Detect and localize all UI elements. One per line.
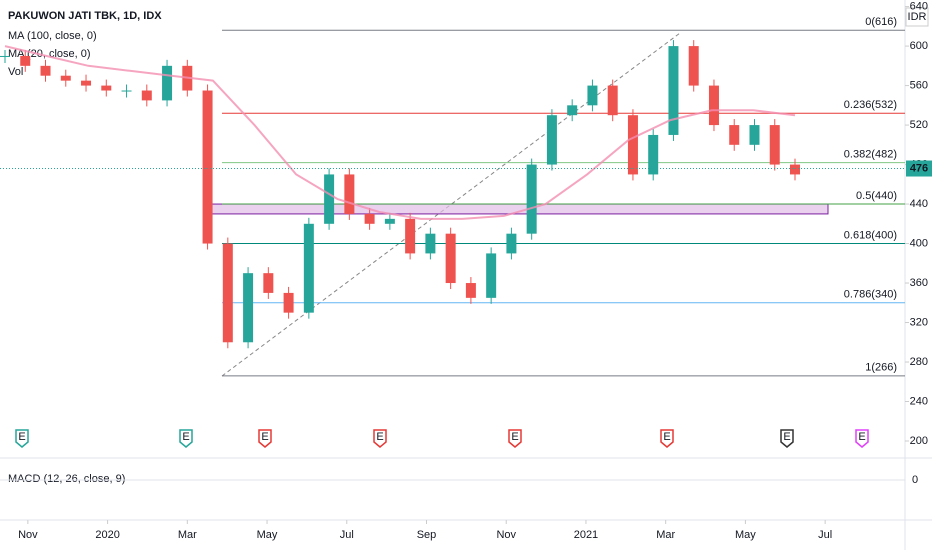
event-label: E <box>858 431 865 443</box>
last-price-label: 476 <box>910 162 928 174</box>
candle <box>0 55 10 57</box>
currency-label[interactable]: IDR <box>908 11 927 23</box>
candle <box>546 115 557 165</box>
event-badge <box>258 429 272 448</box>
candle <box>567 105 578 116</box>
x-tick-label: Jul <box>818 529 832 541</box>
y-tick-label: 240 <box>910 395 928 407</box>
ma-line <box>4 45 796 220</box>
candle <box>81 80 92 86</box>
x-tick-label: Jul <box>340 529 354 541</box>
event-label: E <box>663 431 670 443</box>
candle <box>405 218 416 254</box>
candle <box>384 218 395 224</box>
last-price-box <box>906 160 932 177</box>
candle <box>486 253 497 298</box>
event-badge <box>179 429 193 448</box>
candle <box>283 292 294 313</box>
y-tick-label: 320 <box>910 316 928 328</box>
x-tick-label: Mar <box>178 529 197 541</box>
event-label: E <box>783 431 790 443</box>
candle <box>749 125 760 145</box>
candle <box>141 90 152 101</box>
candle <box>222 243 233 343</box>
x-tick-label: May <box>735 529 756 541</box>
y-tick-label: 560 <box>910 79 928 91</box>
event-badge <box>15 429 29 448</box>
fib-label: 0.786(340) <box>844 289 897 301</box>
candle <box>121 90 132 92</box>
candle <box>101 85 112 91</box>
candle <box>243 273 254 343</box>
event-badge <box>660 429 674 448</box>
candle <box>344 174 355 214</box>
x-tick-label: Nov <box>18 529 38 541</box>
indicator-label: Vol <box>8 66 23 78</box>
event-badge <box>780 429 794 448</box>
trend-line <box>221 32 681 377</box>
fib-label: 0.5(440) <box>856 190 897 202</box>
candle <box>526 164 537 234</box>
candle <box>607 85 618 116</box>
event-label: E <box>511 431 518 443</box>
x-tick-label: Sep <box>417 529 437 541</box>
candle <box>40 65 51 76</box>
event-badge <box>373 429 387 448</box>
currency-box[interactable] <box>905 7 929 27</box>
y-tick-label: 200 <box>910 435 928 447</box>
y-tick-label: 520 <box>910 119 928 131</box>
fib-label: 0(616) <box>865 16 897 28</box>
event-label: E <box>18 431 25 443</box>
candle <box>60 75 71 81</box>
candle <box>20 55 31 66</box>
candle <box>769 125 780 165</box>
y-tick-label: 400 <box>910 237 928 249</box>
x-tick-label: Nov <box>496 529 516 541</box>
event-label: E <box>376 431 383 443</box>
y-tick-label: 280 <box>910 356 928 368</box>
candle <box>506 233 517 254</box>
candle <box>445 233 456 284</box>
event-label: E <box>182 431 189 443</box>
macd-title: MACD (12, 26, close, 9) <box>8 473 125 485</box>
candle <box>263 273 274 293</box>
candle <box>202 90 213 244</box>
candle <box>668 46 679 135</box>
candle <box>587 85 598 106</box>
fib-label: 0.236(532) <box>844 99 897 111</box>
candle <box>425 233 436 254</box>
x-tick-label: 2020 <box>95 529 119 541</box>
event-label: E <box>261 431 268 443</box>
candle <box>648 134 659 175</box>
fib-label: 1(266) <box>865 362 897 374</box>
y-tick-label: 600 <box>910 40 928 52</box>
candle <box>465 283 476 298</box>
candle <box>790 164 800 175</box>
event-badge <box>855 429 869 448</box>
y-tick-label: 360 <box>910 277 928 289</box>
macd-tick-label: 0 <box>912 474 918 486</box>
candle <box>729 125 740 145</box>
x-tick-label: 2021 <box>574 529 598 541</box>
candle <box>688 46 699 86</box>
candle <box>324 174 335 224</box>
event-badge <box>508 429 522 448</box>
indicator-label: MA (100, close, 0) <box>8 30 97 42</box>
chart-title: PAKUWON JATI TBK, 1D, IDX <box>8 10 162 22</box>
x-tick-label: May <box>257 529 278 541</box>
y-tick-label: 640 <box>910 1 928 13</box>
x-tick-label: Mar <box>656 529 675 541</box>
candle <box>364 213 375 224</box>
y-tick-label: 440 <box>910 198 928 210</box>
candle <box>627 115 638 175</box>
fib-label: 0.618(400) <box>844 229 897 241</box>
candle <box>162 65 173 101</box>
fib-label: 0.382(482) <box>844 148 897 160</box>
candle <box>708 85 719 126</box>
candle <box>303 223 314 313</box>
